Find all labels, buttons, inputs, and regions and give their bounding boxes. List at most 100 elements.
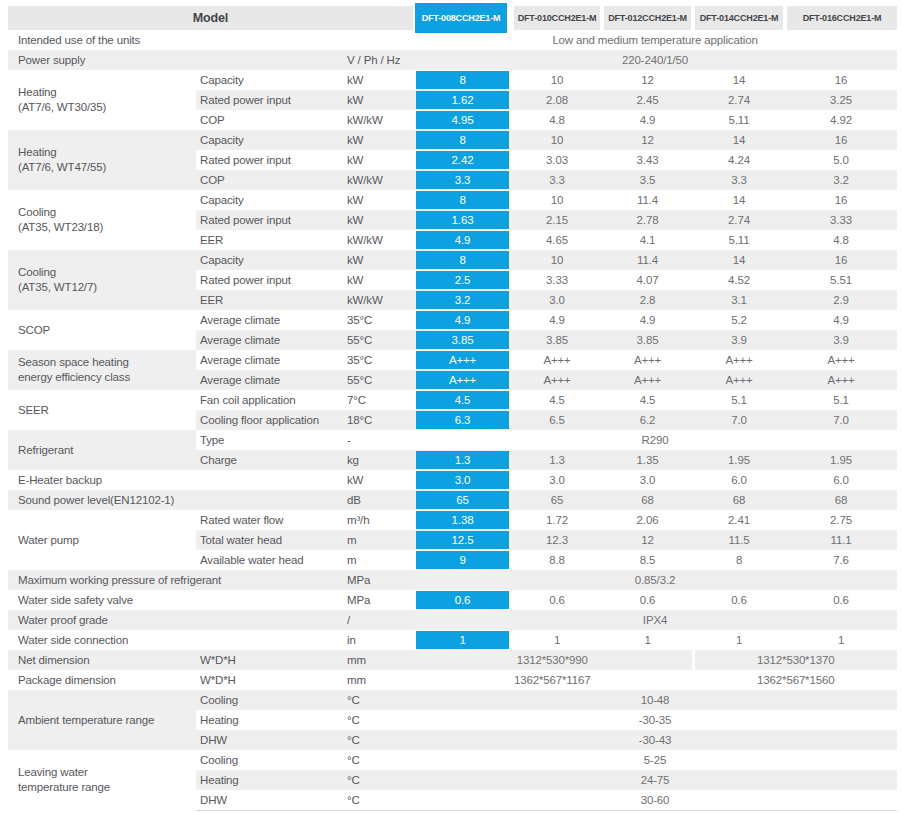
highlight-pill: 6.3 [416,411,509,429]
value-cell: 14 [693,130,785,150]
value-cell: 3.0 [512,290,602,310]
row-label: EER [196,290,344,310]
value-span-cell: -30-35 [413,710,897,730]
row-label: Capacity [196,130,344,150]
section-label-line: (AT35, WT12/7) [18,280,196,295]
section-label-line: (AT7/6, WT30/35) [18,100,196,115]
value-cell: 10 [512,70,602,90]
model-column-header: DFT-010CCH2E1-M [512,6,602,30]
section-label: Cooling(AT35, WT12/7) [8,250,196,310]
highlight-pill: 8 [416,71,509,89]
value-cell: 5.1 [693,390,785,410]
value-cell: A+++ [693,370,785,390]
value-cell-highlighted: 9 [413,550,512,570]
section-label-line: Heating [18,85,196,100]
highlight-pill: 2.5 [416,271,509,289]
unit-cell: kW [344,470,413,490]
unit-cell: kW [344,70,413,90]
row-label: Average climate [196,330,344,350]
unit-cell: 35°C [344,310,413,330]
value-cell: A+++ [785,350,897,370]
value-cell: 16 [785,70,897,90]
value-cell-highlighted: 1.3 [413,450,512,470]
row-label: COP [196,170,344,190]
highlight-pill: A+++ [416,351,509,369]
section-label: Package dimension [8,670,196,690]
highlight-pill: 3.2 [416,291,509,309]
highlight-pill: 2.42 [416,151,509,169]
row-label: Rated power input [196,90,344,110]
unit-cell: m³/h [344,510,413,530]
model-name-highlighted: DFT-008CCH2E1-M [415,3,507,33]
section-label-line: Sound power level(EN12102-1) [18,493,344,508]
table-row: Sound power level(EN12102-1)dB6565686868 [8,490,897,510]
section-label: SEER [8,390,196,430]
section-label-line: Package dimension [18,673,196,688]
section-label-line: (AT7/6, WT47/55) [18,160,196,175]
highlight-pill: 1.3 [416,451,509,469]
table-row: Maximum working pressure of refrigerantM… [8,570,897,590]
highlight-pill: 1.63 [416,211,509,229]
value-cell: 2.45 [602,90,693,110]
value-cell: 3.0 [512,470,602,490]
value-cell: 3.25 [785,90,897,110]
value-cell: 3.43 [602,150,693,170]
highlight-pill: 4.9 [416,311,509,329]
table-row: Season space heatingenergy efficiency cl… [8,350,897,370]
highlight-pill: 3.3 [416,171,509,189]
section-label-line: E-Heater backup [18,473,344,488]
spec-table: Model DFT-008CCH2E1-M DFT-010CCH2E1-M DF… [8,6,897,811]
section-label: Maximum working pressure of refrigerant [8,570,344,590]
unit-cell: V / Ph / Hz [344,50,413,70]
unit-cell: MPa [344,570,413,590]
value-cell: 1.95 [693,450,785,470]
value-cell: 10 [512,190,602,210]
unit-cell: °C [344,750,413,770]
value-cell: A+++ [512,350,602,370]
row-label: Cooling [196,750,344,770]
value-cell: 10 [512,130,602,150]
unit-cell: kW [344,210,413,230]
table-row: Water side connectionin11111 [8,630,897,650]
value-cell-highlighted: 8 [413,130,512,150]
value-cell: 4.9 [512,310,602,330]
value-cell: 65 [512,490,602,510]
section-label: Season space heatingenergy efficiency cl… [8,350,196,390]
value-cell: 4.1 [602,230,693,250]
section-label: Power supply [8,50,344,70]
unit-cell: - [344,430,413,450]
row-label: Total water head [196,530,344,550]
value-cell-highlighted: 8 [413,70,512,90]
model-column-header-highlighted: DFT-008CCH2E1-M [413,6,512,30]
unit-cell: °C [344,690,413,710]
value-cell: A+++ [602,370,693,390]
table-row: Intended use of the unitsLow and medium … [8,30,897,50]
value-cell: 0.6 [693,590,785,610]
value-cell: 3.33 [512,270,602,290]
table-row: RefrigerantType-R290 [8,430,897,450]
model-column-header: DFT-014CCH2E1-M [693,6,785,30]
unit-cell: 35°C [344,350,413,370]
value-cell: 11.4 [602,190,693,210]
value-cell: 4.8 [512,110,602,130]
unit-cell: kW/kW [344,230,413,250]
value-cell: 2.75 [785,510,897,530]
value-cell-highlighted: 3.2 [413,290,512,310]
row-label: Heating [196,710,344,730]
value-cell-highlighted: 65 [413,490,512,510]
table-row: Water proof grade/IPX4 [8,610,897,630]
value-cell-highlighted: 4.5 [413,390,512,410]
section-label: Ambient temperature range [8,690,196,750]
row-label: Average climate [196,370,344,390]
value-cell: 6.0 [693,470,785,490]
value-cell-highlighted: A+++ [413,350,512,370]
row-label: Type [196,430,344,450]
value-span-cell: 5-25 [413,750,897,770]
row-label: W*D*H [196,650,344,670]
section-label: Sound power level(EN12102-1) [8,490,344,510]
value-cell: 5.51 [785,270,897,290]
value-cell: 1 [693,630,785,650]
value-cell: 4.5 [602,390,693,410]
unit-cell: 7°C [344,390,413,410]
value-cell: 3.5 [602,170,693,190]
